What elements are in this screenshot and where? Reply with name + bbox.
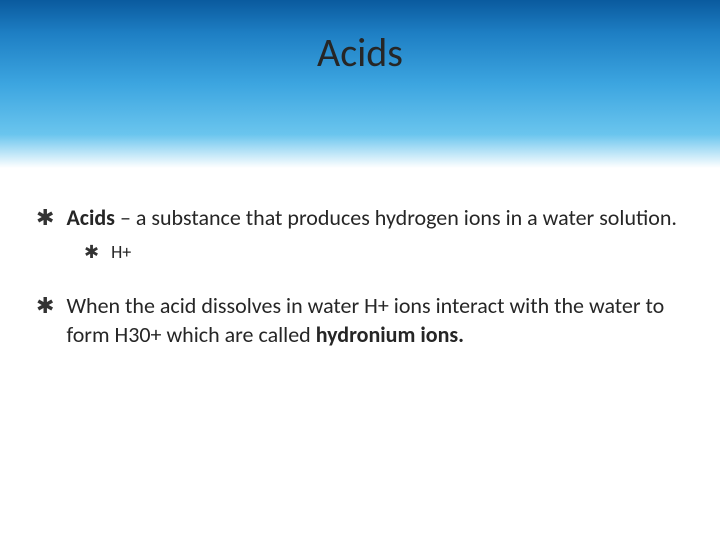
bullet-run: – a substance that produces hydrogen ion… — [115, 204, 677, 231]
bullet-marker-icon: ✱ — [84, 241, 99, 264]
bullet-text: Acids – a substance that produces hydrog… — [66, 204, 677, 233]
slide-header: Acids — [0, 0, 720, 168]
bullet-item: ✱ Acids – a substance that produces hydr… — [36, 204, 684, 233]
bullet-run-bold: Acids — [66, 204, 115, 231]
bullet-text: When the acid dissolves in water H+ ions… — [66, 292, 684, 349]
slide: Acids ✱ Acids – a substance that produce… — [0, 0, 720, 540]
bullet-text: H+ — [111, 241, 131, 264]
bullet-marker-icon: ✱ — [36, 292, 54, 321]
slide-content: ✱ Acids – a substance that produces hydr… — [0, 168, 720, 349]
sub-bullet-item: ✱ H+ — [84, 241, 684, 264]
bullet-item: ✱ When the acid dissolves in water H+ io… — [36, 292, 684, 349]
bullet-run-bold: hydronium ions. — [316, 321, 464, 348]
slide-title: Acids — [317, 28, 403, 77]
bullet-marker-icon: ✱ — [36, 204, 54, 233]
